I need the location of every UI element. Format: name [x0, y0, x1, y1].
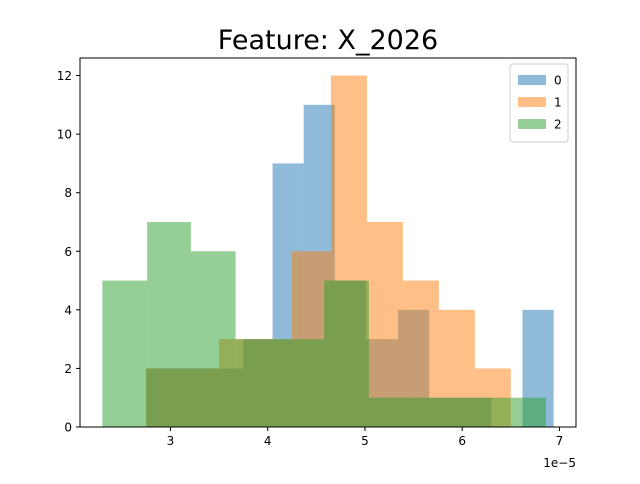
y-tick-label-6: 6: [64, 245, 72, 259]
histogram-bar-series-1-bin-6: [366, 222, 403, 427]
y-tick-label-12: 12: [57, 69, 72, 83]
histogram-bar-series-2-bin-8: [457, 397, 502, 427]
histogram-bar-series-2-bin-4: [279, 339, 325, 427]
bars-layer: [102, 75, 554, 428]
legend-label-2: 2: [554, 118, 562, 132]
x-tick-label-4: 4: [264, 434, 272, 448]
legend-swatch-0: [518, 75, 546, 85]
legend-label-1: 1: [554, 96, 562, 110]
legend: 0 1 2: [509, 63, 569, 143]
x-tick-label-7: 7: [556, 434, 564, 448]
histogram-bar-series-2-bin-1: [147, 222, 191, 427]
chart-title: Feature: X_2026: [218, 25, 438, 56]
y-tick-label-10: 10: [57, 128, 72, 142]
histogram-bar-series-2-bin-0: [102, 280, 148, 427]
legend-swatch-1: [518, 97, 546, 107]
y-tick-label-0: 0: [64, 421, 72, 435]
histogram-bar-series-2-bin-6: [368, 397, 413, 427]
legend-swatch-2: [518, 119, 546, 129]
y-tick-label-4: 4: [64, 303, 72, 317]
histogram-bar-series-2-bin-5: [324, 280, 369, 427]
histogram-bar-series-2-bin-2: [190, 251, 236, 427]
histogram-bar-series-2-bin-9: [501, 397, 546, 427]
x-tick-label-6: 6: [458, 434, 466, 448]
histogram-bar-series-2-bin-7: [412, 397, 458, 427]
legend-label-0: 0: [554, 74, 562, 88]
plot-frame: [79, 57, 577, 428]
y-tick-label-8: 8: [64, 186, 72, 200]
x-tick-label-5: 5: [361, 434, 369, 448]
y-tick-label-2: 2: [64, 362, 72, 376]
x-axis-offset-text: 1e−5: [543, 456, 576, 470]
x-tick-label-3: 3: [167, 434, 175, 448]
histogram-bar-series-2-bin-3: [235, 339, 280, 427]
